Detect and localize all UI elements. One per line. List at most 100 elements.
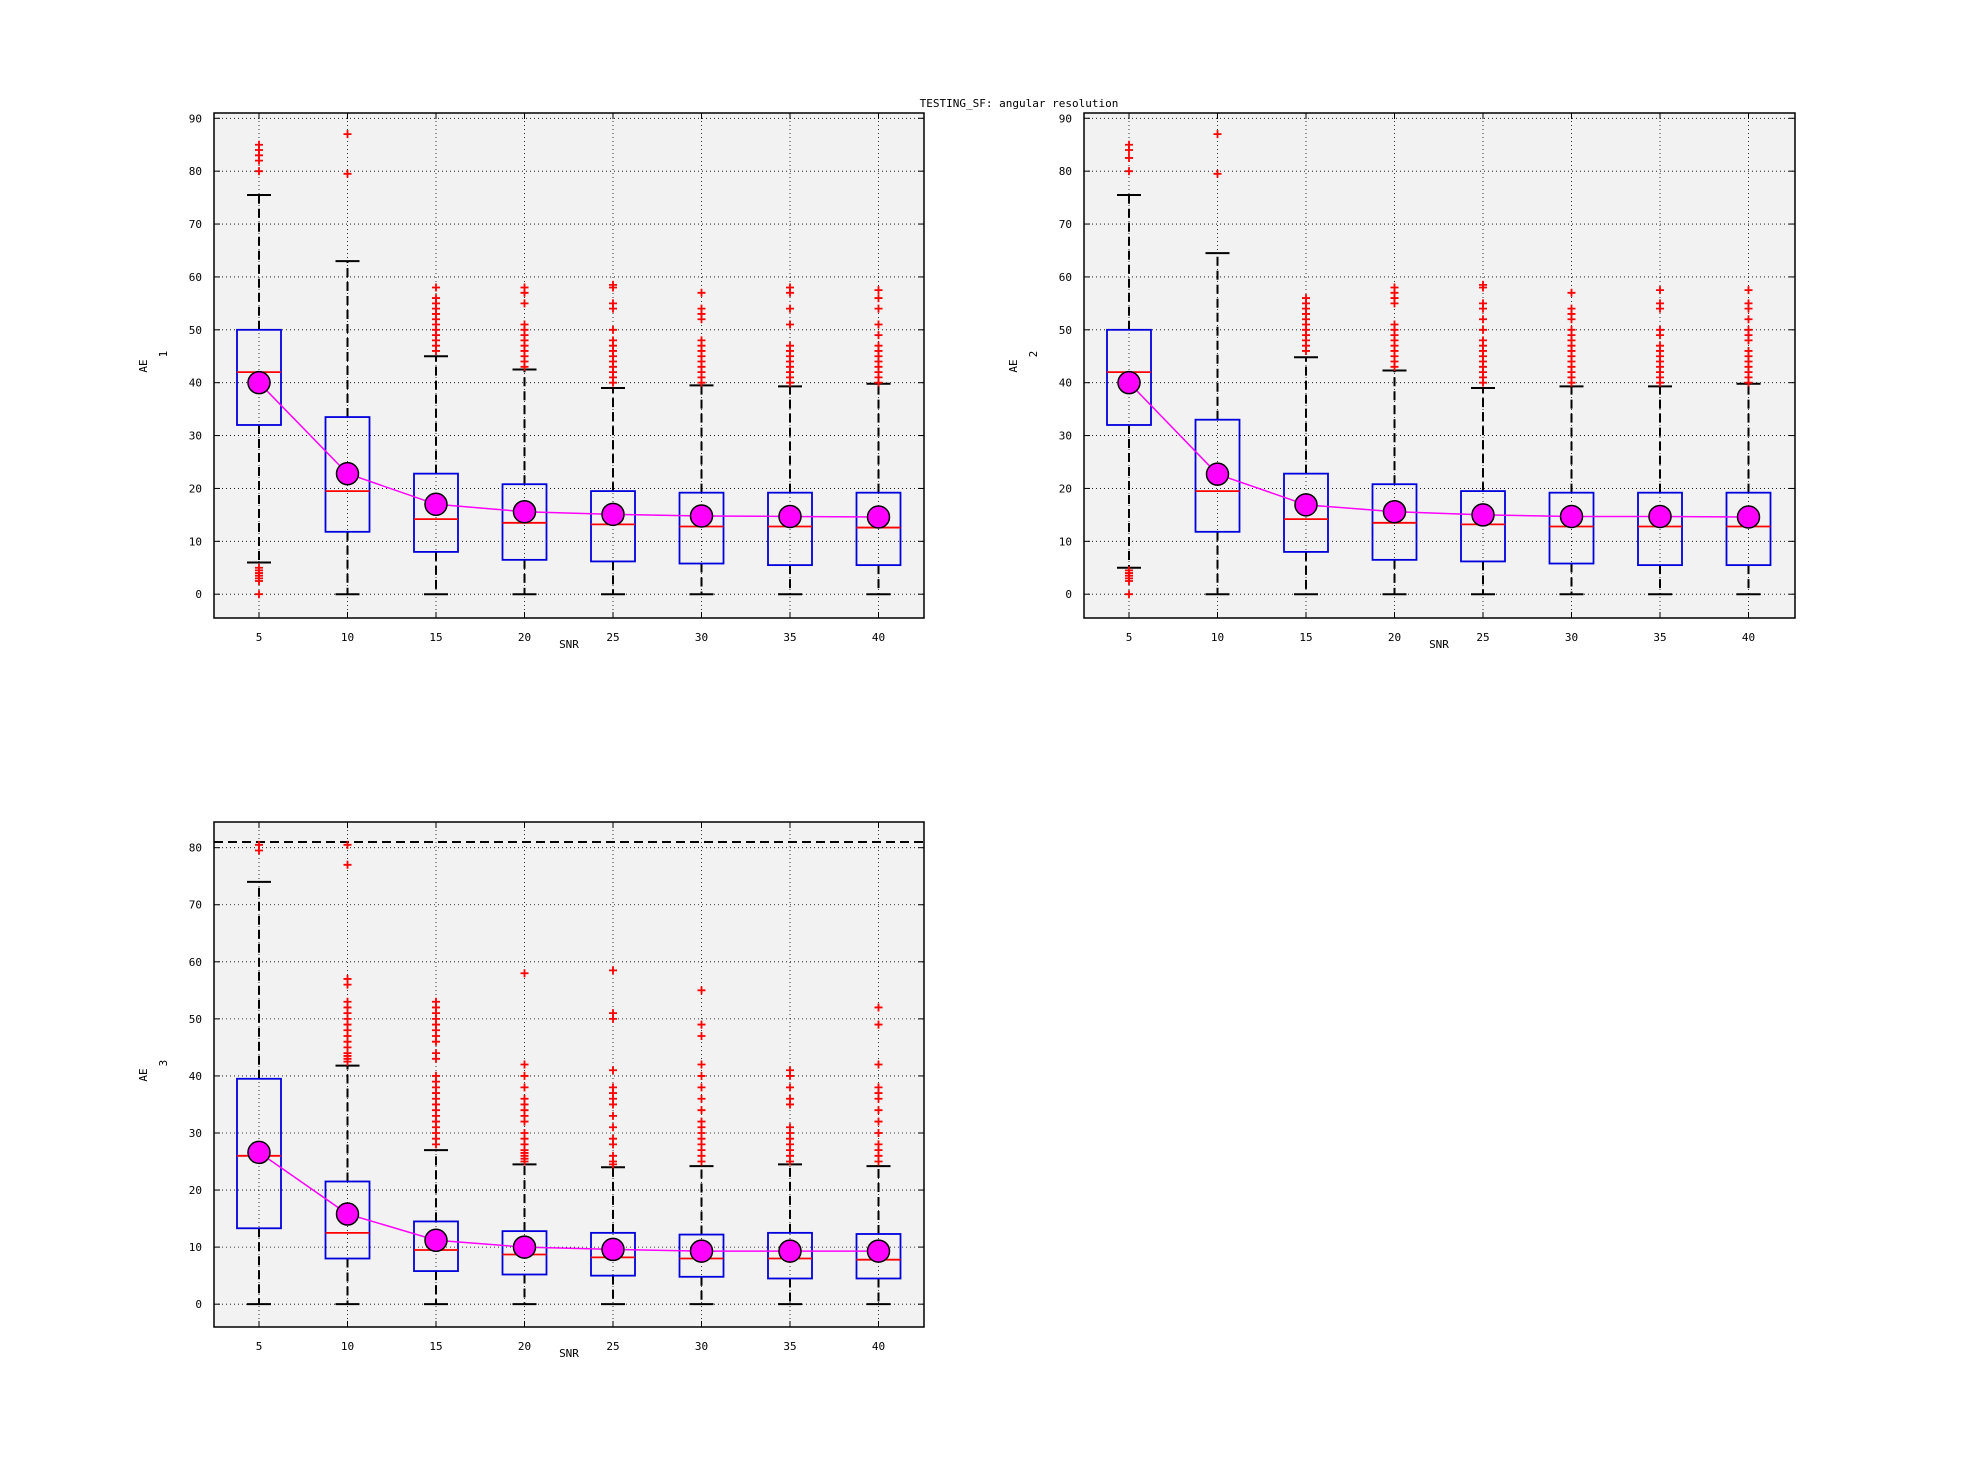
y-tick-label: 10: [1059, 535, 1072, 548]
outlier-point: [1125, 153, 1133, 162]
box-iqr: [324, 416, 371, 533]
subplot-3: 0 10 20 30 40 50 60 70 80 5 10 15 20 25 30 35 40 SNR AE 3: [137, 821, 925, 1360]
outlier-point: [609, 280, 617, 289]
outlier-point: [609, 299, 617, 308]
outlier-point: [874, 294, 883, 303]
outlier-point: [1479, 336, 1487, 345]
mean-line: [258, 382, 879, 518]
box-iqr: [1460, 490, 1506, 563]
mean-marker: [512, 1235, 537, 1259]
mean-marker: [689, 1239, 714, 1263]
outlier-point: [609, 1134, 617, 1143]
outlier-point: [786, 1066, 794, 1075]
x-tick-label: 20: [518, 1340, 531, 1353]
box-35: [767, 283, 813, 596]
box-iqr: [1637, 491, 1683, 567]
outlier-point: [874, 1128, 883, 1137]
x-tick-label: 40: [1742, 631, 1755, 644]
y-axis-label: AE: [1007, 359, 1020, 372]
outlier-point: [874, 341, 883, 350]
outlier-point: [874, 1003, 883, 1012]
box-35: [767, 1066, 813, 1306]
x-tick-label: 10: [1211, 631, 1224, 644]
box-30: [1548, 288, 1595, 596]
subplot-1: 0 10 20 30 40 50 60 70 80 90 5 10 15 20 25 30 35 40 SNR AE 1: [137, 112, 925, 651]
y-tick-label: 70: [1059, 218, 1072, 231]
mean-marker: [1648, 504, 1672, 529]
x-tick-label: 25: [606, 1340, 619, 1353]
y-axis-label: AE: [137, 1068, 150, 1081]
box-10: [1194, 130, 1241, 596]
outlier-point: [520, 1071, 529, 1080]
box-iqr: [678, 491, 725, 565]
y-tick-label: 0: [195, 588, 202, 601]
box-iqr: [501, 1230, 548, 1276]
outlier-point: [432, 283, 440, 292]
x-tick-label: 5: [256, 631, 263, 644]
outlier-point: [697, 1083, 706, 1092]
outlier-point: [1656, 325, 1664, 334]
outlier-point: [786, 1094, 794, 1103]
outlier-point: [609, 1066, 617, 1075]
outlier-point: [1744, 325, 1753, 334]
y-tick-label: 20: [189, 1184, 202, 1197]
y-tick-label: 0: [1065, 588, 1072, 601]
outlier-point: [786, 1083, 794, 1092]
outlier-point: [609, 1083, 617, 1092]
outlier-point: [1125, 566, 1133, 575]
box-iqr: [1725, 491, 1772, 567]
box-25: [590, 966, 636, 1306]
outlier-point: [1656, 286, 1664, 295]
mean-marker: [424, 492, 448, 517]
mean-marker: [689, 504, 714, 528]
x-tick-label: 25: [1476, 631, 1489, 644]
y-tick-label: 30: [189, 430, 202, 443]
box-15: [413, 283, 459, 596]
y-tick-label: 50: [1059, 324, 1072, 337]
mean-marker: [1736, 505, 1761, 529]
plot-area: [1084, 113, 1795, 618]
box-20: [501, 969, 548, 1306]
outlier-point: [520, 283, 529, 292]
outlier-point: [874, 286, 883, 295]
box-iqr: [678, 1233, 725, 1278]
y-tick-label: 10: [189, 1241, 202, 1254]
outlier-point: [609, 1151, 617, 1160]
outlier-point: [874, 1060, 883, 1069]
y-tick-label: 40: [189, 377, 202, 390]
outlier-point: [343, 974, 352, 983]
y-tick-label: 70: [189, 899, 202, 912]
outlier-point: [609, 325, 617, 334]
outlier-point: [874, 1083, 883, 1092]
outlier-point: [1744, 346, 1753, 355]
outlier-point: [520, 1094, 529, 1103]
outlier-point: [1567, 288, 1576, 297]
x-tick-label: 10: [341, 631, 354, 644]
box-iqr: [767, 1231, 813, 1280]
outlier-point: [255, 140, 263, 149]
outlier-point: [343, 169, 352, 178]
outlier-point: [609, 1123, 617, 1132]
outlier-point: [520, 320, 529, 329]
y-tick-label: 60: [189, 956, 202, 969]
outlier-point: [343, 860, 352, 869]
y-tick-label: 30: [1059, 430, 1072, 443]
box-iqr: [1548, 491, 1595, 565]
mean-marker: [1117, 370, 1141, 395]
mean-marker: [1382, 499, 1407, 524]
mean-marker: [866, 505, 891, 529]
outlier-point: [1479, 325, 1487, 334]
plot-area: [214, 113, 924, 618]
outlier-point: [697, 1094, 706, 1103]
outlier-point: [1744, 299, 1753, 308]
box-iqr: [413, 472, 459, 553]
x-tick-label: 35: [1653, 631, 1666, 644]
plot-frame: [213, 112, 925, 619]
outlier-point: [1125, 590, 1133, 599]
mean-marker: [424, 1228, 448, 1253]
outlier-point: [343, 997, 352, 1006]
outlier-point: [432, 1049, 440, 1058]
outlier-point: [697, 336, 706, 345]
y-tick-label: 80: [1059, 165, 1072, 178]
